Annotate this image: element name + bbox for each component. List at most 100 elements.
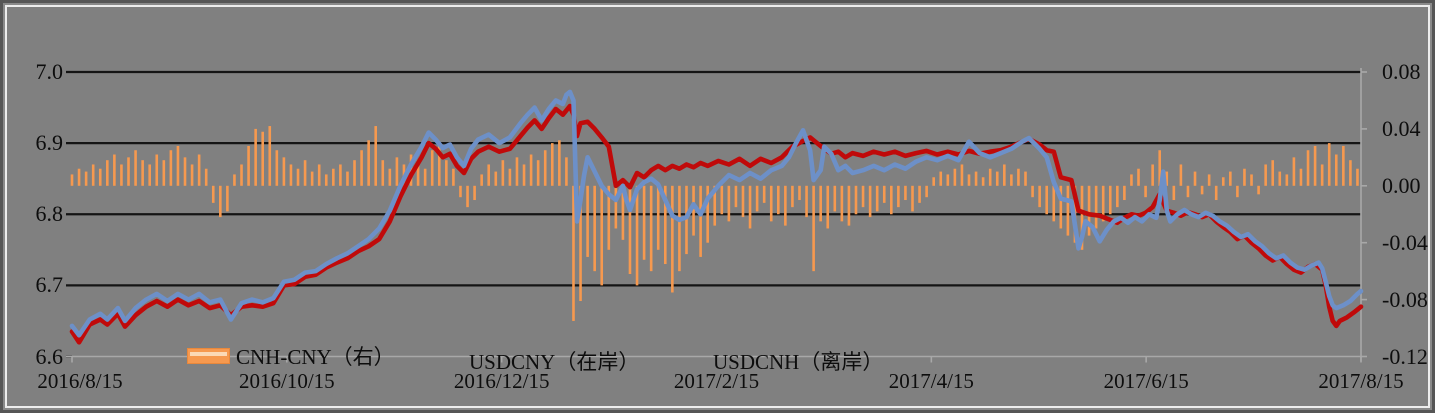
spread-bar [1010, 174, 1013, 186]
spread-bar [600, 185, 604, 286]
spread-bar [127, 157, 130, 186]
x-axis-tick-label: 2016/8/15 [37, 368, 123, 393]
spread-bar [98, 168, 102, 186]
spread-bar [621, 185, 625, 240]
spread-bar [875, 185, 879, 212]
spread-bar [1264, 164, 1267, 186]
right-axis-tick-label: -0.12 [1382, 343, 1428, 369]
spread-bar [741, 185, 745, 218]
right-axis-tick-label: 0.04 [1382, 115, 1421, 141]
bar-series-swatch-icon [187, 348, 230, 364]
spread-bar [409, 154, 413, 186]
spread-bar [1179, 164, 1183, 186]
spread-bar [183, 157, 187, 186]
spread-bar [296, 168, 300, 186]
spread-bar [1221, 177, 1225, 186]
spread-bar [720, 185, 724, 215]
spread-bar [882, 185, 886, 203]
spread-bar [1320, 164, 1324, 186]
spread-bar [84, 171, 88, 186]
spread-bar [897, 185, 900, 208]
spread-bar [1052, 185, 1056, 222]
spread-bar [988, 168, 992, 186]
spread-bar [586, 185, 589, 257]
spread-bar [685, 185, 688, 255]
spread-bar [946, 174, 950, 186]
spread-bar [275, 150, 279, 186]
spread-bar [529, 154, 533, 186]
spread-bar [593, 185, 596, 272]
left-axis-tick-label: 6.9 [35, 130, 64, 156]
spread-bar [332, 168, 335, 186]
spread-bar [247, 145, 250, 186]
spread-bar [974, 171, 978, 186]
spread-bar [699, 185, 702, 257]
legend-item-usdcnh: USDCNH（离岸） [713, 346, 883, 376]
spread-bar [960, 164, 964, 186]
spread-bar [565, 157, 568, 186]
spread-bar [155, 154, 159, 186]
spread-bar [1186, 185, 1190, 198]
spread-bar [466, 185, 469, 208]
spread-bar [1313, 145, 1317, 186]
chart-legend: CNH-CNY（右） USDCNY（在岸） USDCNH（离岸） [7, 338, 1428, 374]
spread-bar [1094, 185, 1098, 229]
spread-bar [981, 177, 985, 186]
spread-bar [240, 164, 243, 186]
spread-bar [1327, 143, 1331, 186]
spread-bar [1151, 164, 1154, 186]
spread-bar [1193, 171, 1197, 186]
spread-bar [197, 154, 201, 186]
spread-bar [642, 185, 646, 260]
spread-bar [663, 185, 667, 265]
spread-bar [854, 185, 858, 215]
spread-bar [819, 185, 822, 222]
spread-bar [1017, 168, 1020, 186]
left-axis-tick-label: 7.0 [35, 59, 64, 84]
spread-bar [1116, 185, 1119, 208]
spread-bar [1285, 174, 1289, 186]
spread-bar [169, 150, 173, 186]
spread-bar [360, 150, 363, 186]
spread-bar [925, 185, 928, 198]
left-axis-tick-label: 6.6 [35, 343, 64, 369]
spread-bar [1342, 145, 1345, 186]
spread-bar [1130, 174, 1133, 186]
spread-bar [1214, 185, 1218, 201]
spread-bar [282, 157, 286, 186]
spread-bar [1045, 185, 1048, 215]
spread-bar [106, 160, 109, 186]
left-axis-tick-label: 6.8 [35, 201, 64, 227]
spread-bar [1144, 185, 1147, 198]
spread-bar [1158, 150, 1162, 186]
spread-bar [317, 164, 321, 186]
spread-bar [579, 185, 582, 302]
spread-bar [1108, 185, 1112, 215]
right-axis-tick-label: 0.00 [1382, 172, 1421, 198]
spread-bar [1024, 171, 1027, 186]
left-axis-tick-label: 6.7 [35, 272, 64, 298]
spread-bar [1059, 185, 1063, 229]
usdcny-line [69, 103, 1364, 345]
legend-item-cnh-cny-spread: CNH-CNY（右） [187, 341, 395, 371]
spread-bar [911, 185, 914, 212]
spread-bar [932, 177, 935, 186]
spread-bar [812, 185, 815, 272]
spread-bar [226, 185, 229, 212]
spread-bar [289, 164, 293, 186]
usdcnh-line [69, 89, 1364, 338]
spread-bar [423, 168, 427, 186]
spread-bar [1306, 150, 1310, 186]
x-axis-tick-label: 2017/8/15 [1318, 368, 1404, 393]
spread-bar [1229, 171, 1232, 186]
spread-bar [1349, 160, 1352, 186]
spread-bar [374, 126, 378, 186]
spread-bar [1236, 185, 1239, 198]
spread-bar [777, 185, 780, 215]
spread-bar [445, 160, 448, 186]
spread-bar [204, 168, 208, 186]
spread-bar [1200, 185, 1204, 195]
spread-bar [1066, 185, 1070, 236]
legend-label-cnh-cny: CNH-CNY（右） [236, 345, 395, 369]
spread-bar [353, 160, 356, 186]
